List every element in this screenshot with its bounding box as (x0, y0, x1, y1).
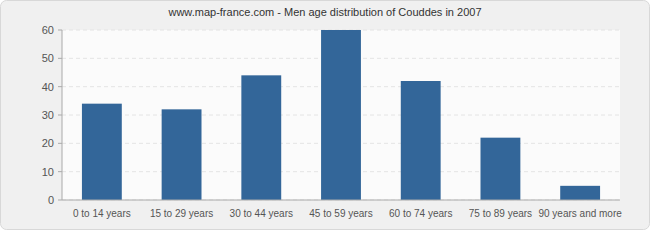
bar (241, 75, 281, 200)
grid-line (62, 200, 620, 201)
y-tick-label: 30 (42, 109, 54, 121)
tick-mark (58, 58, 62, 59)
plot-area (62, 30, 620, 200)
chart-svg: www.map-france.com - Men age distributio… (0, 0, 650, 230)
bar (481, 138, 521, 200)
background (1, 1, 650, 230)
y-axis (62, 30, 63, 200)
tick-mark (58, 115, 62, 116)
title: www.map-france.com - Men age distributio… (167, 6, 481, 18)
bars (82, 30, 600, 200)
x-tick-label: 90 years and more (538, 208, 622, 219)
tick-mark (58, 86, 62, 87)
chart-container: www.map-france.com - Men age distributio… (0, 0, 650, 230)
tick-mark (58, 200, 62, 201)
y-tick-label: 60 (42, 24, 54, 36)
x-tick-label: 45 to 59 years (309, 208, 372, 219)
bar (401, 81, 441, 200)
y-tick-label: 0 (48, 194, 54, 206)
tick-mark (58, 30, 62, 31)
bar (321, 30, 361, 200)
x-tick-label: 15 to 29 years (150, 208, 213, 219)
y-tick-label: 20 (42, 137, 54, 149)
y-tick-label: 40 (42, 81, 54, 93)
x-tick-label: 30 to 44 years (230, 208, 293, 219)
x-axis (62, 200, 620, 201)
tick-mark (58, 143, 62, 144)
bar (560, 186, 600, 200)
y-tick-label: 50 (42, 52, 54, 64)
x-tick-label: 75 to 89 years (469, 208, 532, 219)
y-tick-label: 10 (42, 166, 54, 178)
bar (82, 104, 122, 200)
x-tick-label: 0 to 14 years (73, 208, 131, 219)
bar (162, 109, 202, 200)
tick-mark (58, 171, 62, 172)
x-tick-label: 60 to 74 years (389, 208, 452, 219)
